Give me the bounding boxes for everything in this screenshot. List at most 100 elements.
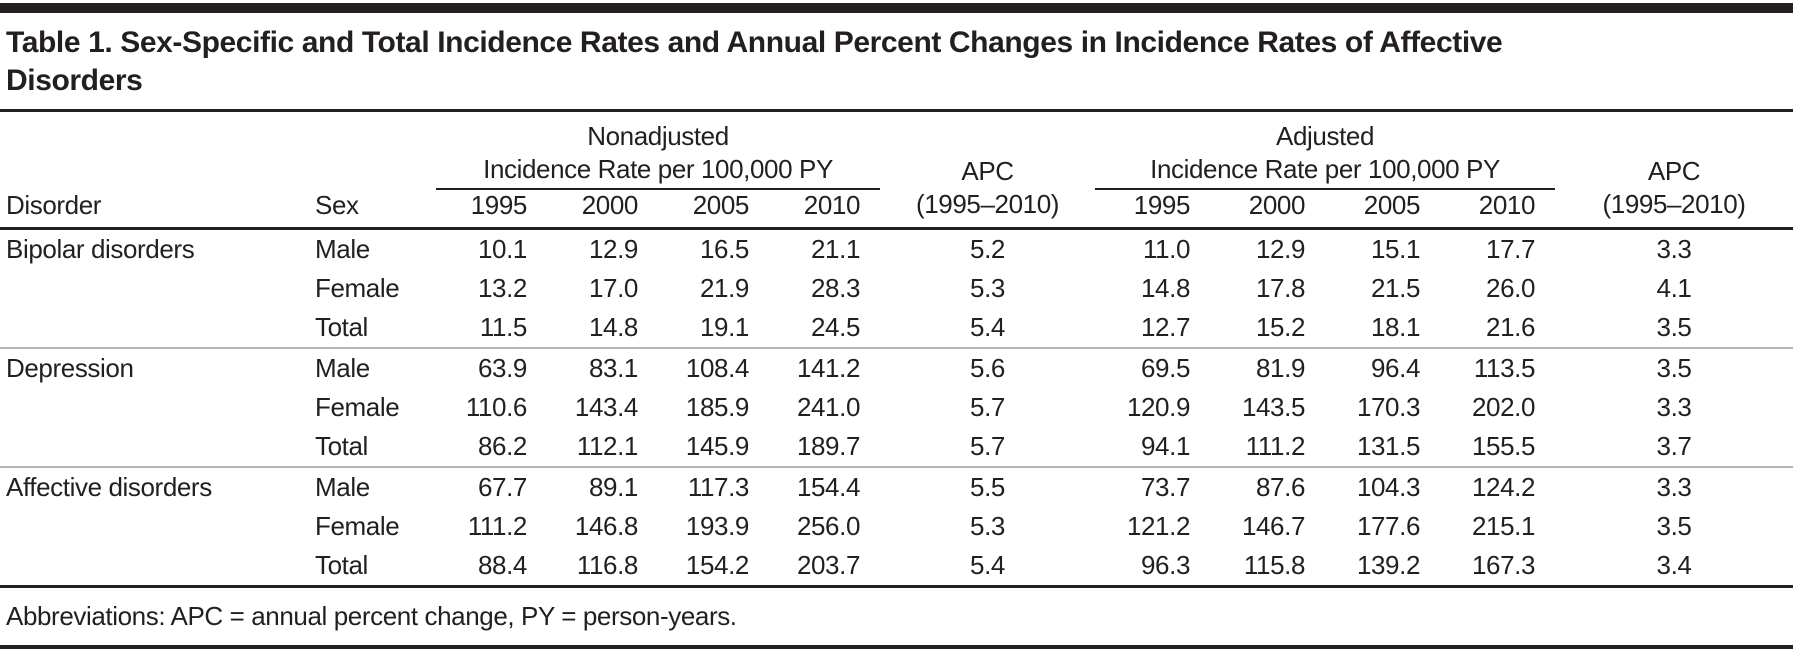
rate-cell: 21.6	[1486, 312, 1536, 342]
apc-cell: 3.3	[1656, 392, 1692, 422]
header-year: 2010	[1478, 190, 1536, 220]
rate-cell: 81.9	[1210, 347, 1326, 388]
rate-cell: 11.5	[479, 312, 527, 342]
rate-cell: 131.5	[1356, 431, 1421, 461]
rate-cell: 189.7	[796, 431, 861, 461]
rate-cell: 14.8	[1141, 273, 1191, 303]
apc-cell: 3.5	[1656, 511, 1692, 541]
apc-range: (1995–2010)	[915, 189, 1060, 219]
rate-cell: 203.7	[796, 550, 861, 580]
apc-cell: 3.3	[1656, 234, 1692, 264]
rate-cell: 18.1	[1371, 312, 1421, 342]
rate-cell: 193.9	[685, 511, 749, 541]
table-title: Table 1. Sex-Specific and Total Incidenc…	[6, 26, 1503, 97]
apc-cell: 4.1	[1656, 273, 1692, 303]
header-year: 2005	[692, 190, 750, 220]
rate-cell: 21.1	[811, 234, 861, 264]
bottom-rule	[0, 645, 1793, 649]
sex-cell: Female	[315, 511, 400, 541]
header-year: 2000	[1248, 190, 1306, 220]
sex-cell: Total	[315, 312, 368, 342]
rate-cell: 146.8	[574, 511, 638, 541]
apc-cell: 5.4	[970, 312, 1005, 342]
apc-range: (1995–2010)	[1602, 189, 1746, 219]
rate-cell: 12.7	[1141, 312, 1191, 342]
table-row: Total 88.4 116.8 154.2 203.7 5.4 96.3 115.8 139.…	[0, 546, 1793, 587]
rate-cell: 28.3	[811, 273, 861, 303]
rate-cell: 154.4	[769, 466, 881, 507]
top-rule	[0, 3, 1793, 13]
rate-cell: 185.9	[685, 392, 749, 422]
rate-cell: 73.7	[1095, 466, 1211, 507]
header-group-row: Disorder Sex Nonadjusted Incidence Rate …	[0, 112, 1793, 220]
rate-cell: 155.5	[1471, 431, 1536, 461]
disorder-cell	[0, 269, 311, 308]
nonadjusted-subtitle: Incidence Rate per 100,000 PY	[483, 154, 833, 184]
rate-cell: 12.9	[1256, 234, 1306, 264]
table-body: Bipolar disorders Male 10.1 12.9 16.5 21.1 5.2…	[0, 229, 1793, 587]
apc-cell: 5.3	[970, 511, 1005, 541]
rate-cell: 21.5	[1371, 273, 1421, 303]
rate-cell: 87.6	[1210, 466, 1326, 507]
table-row: Total 11.5 14.8 19.1 24.5 5.4 12.7 15.2 18.1 21.6…	[0, 308, 1793, 348]
apc-cell: 3.5	[1656, 312, 1692, 342]
disorder-cell: Depression	[0, 347, 311, 388]
rate-cell: 17.7	[1486, 234, 1536, 264]
apc-cell: 5.2	[970, 234, 1005, 264]
rate-cell: 141.2	[769, 347, 881, 388]
rate-cell: 11.0	[1142, 234, 1191, 264]
table-header: Disorder Sex Nonadjusted Incidence Rate …	[0, 112, 1793, 229]
apc-label: APC	[961, 156, 1014, 186]
apc-cell: 5.3	[970, 273, 1005, 303]
rate-cell: 111.2	[467, 511, 528, 541]
rate-cell: 167.3	[1471, 550, 1536, 580]
apc-cell: 5.4	[970, 550, 1005, 580]
rate-cell: 69.5	[1095, 347, 1211, 388]
disorder-cell	[0, 308, 311, 348]
adjusted-subtitle: Incidence Rate per 100,000 PY	[1150, 154, 1500, 184]
rate-cell: 121.2	[1126, 511, 1191, 541]
rate-cell: 215.1	[1471, 511, 1536, 541]
rate-cell: 88.4	[477, 550, 527, 580]
apc-cell: 3.7	[1656, 431, 1692, 461]
rate-cell: 67.7	[436, 466, 547, 507]
rate-cell: 104.3	[1325, 466, 1441, 507]
rate-cell: 15.2	[1256, 312, 1306, 342]
rate-cell: 83.1	[547, 347, 658, 388]
sex-cell: Male	[315, 234, 370, 264]
rate-cell: 143.4	[574, 392, 638, 422]
table-row: Female 13.2 17.0 21.9 28.3 5.3 14.8 17.8 21.5 26.…	[0, 269, 1793, 308]
disorder-cell	[0, 427, 311, 467]
rate-cell: 117.3	[658, 466, 769, 507]
rate-cell: 14.8	[588, 312, 638, 342]
rate-cell: 108.4	[658, 347, 769, 388]
rate-cell: 111.2	[1245, 431, 1306, 461]
rate-cell: 113.5	[1440, 347, 1556, 388]
incidence-rates-table: Disorder Sex Nonadjusted Incidence Rate …	[0, 112, 1793, 588]
rate-cell: 146.7	[1241, 511, 1306, 541]
apc-cell: 3.3	[1555, 466, 1793, 507]
apc-cell: 5.7	[970, 392, 1005, 422]
sex-cell: Total	[315, 431, 368, 461]
header-disorder: Disorder	[6, 190, 102, 220]
sex-cell: Female	[315, 392, 400, 422]
table-row: Female 110.6 143.4 185.9 241.0 5.7 120.9 143.5 1…	[0, 388, 1793, 427]
apc-cell: 5.6	[880, 347, 1096, 388]
rate-cell: 21.9	[699, 273, 749, 303]
rate-cell: 177.6	[1356, 511, 1421, 541]
rate-cell: 143.5	[1241, 392, 1306, 422]
rate-cell: 89.1	[547, 466, 658, 507]
table-row: Affective disorders Male 67.7 89.1 117.3 154.…	[0, 466, 1793, 507]
rate-cell: 116.8	[576, 550, 639, 580]
rate-cell: 256.0	[796, 511, 861, 541]
adjusted-label: Adjusted	[1276, 121, 1375, 151]
header-year: 2000	[581, 190, 639, 220]
apc-cell: 3.4	[1656, 550, 1692, 580]
sex-cell: Female	[315, 273, 400, 303]
table-row: Total 86.2 112.1 145.9 189.7 5.7 94.1 111.2 131.…	[0, 427, 1793, 467]
top-margin	[0, 0, 1793, 3]
table-row: Bipolar disorders Male 10.1 12.9 16.5 21.1 5.2…	[0, 229, 1793, 270]
header-year: 2005	[1363, 190, 1421, 220]
header-year: 2010	[803, 190, 861, 220]
